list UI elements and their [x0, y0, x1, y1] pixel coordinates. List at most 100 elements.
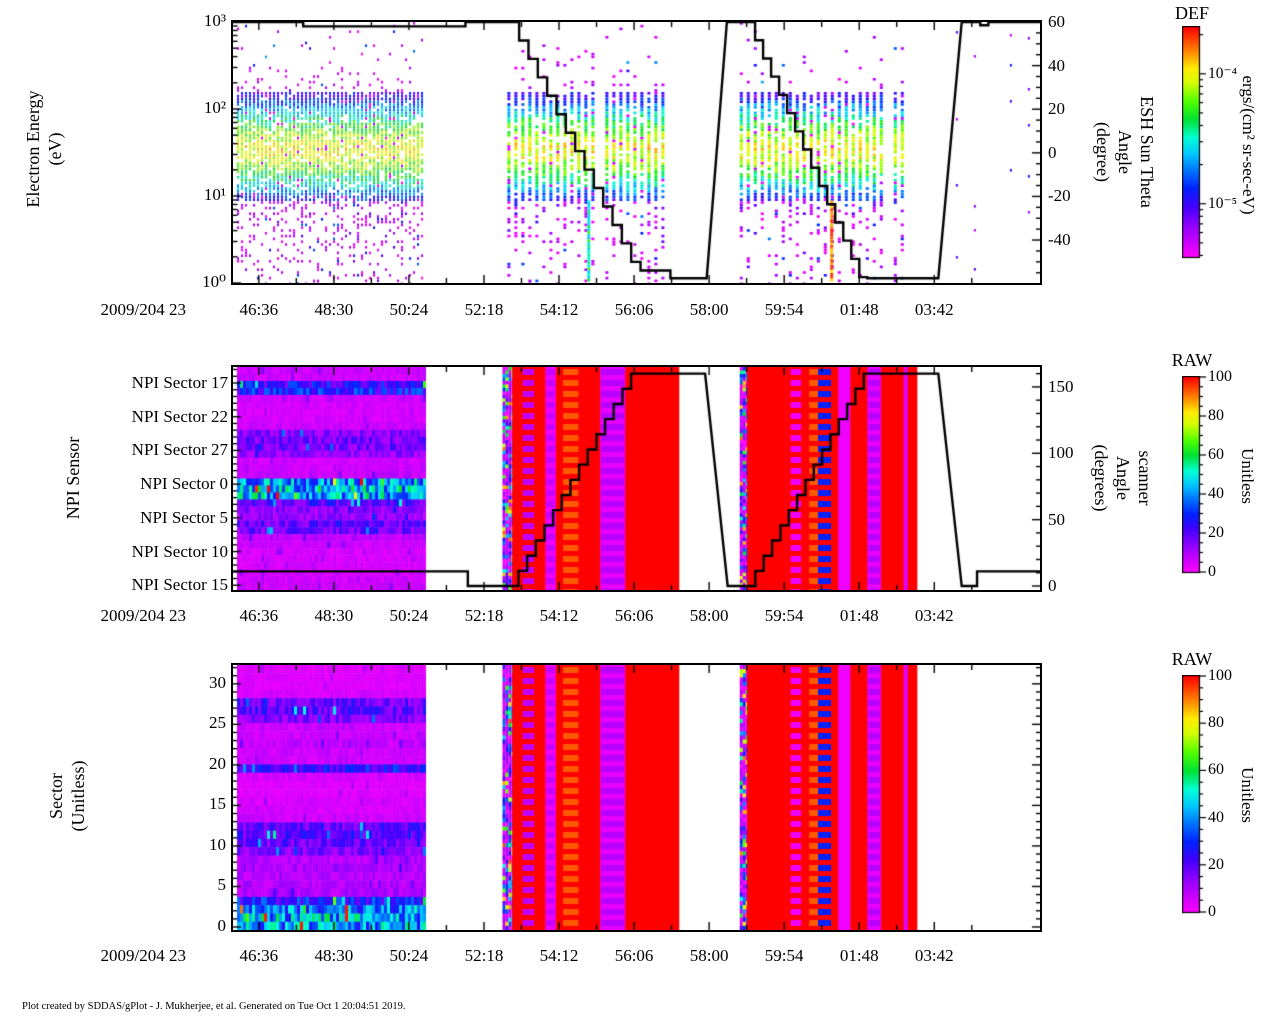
- x-tick-label: 58:00: [689, 300, 729, 319]
- colorbar-tick-label: 100: [1208, 667, 1232, 684]
- x-tick-label: 46:36: [239, 300, 279, 319]
- x-tick-label: 54:12: [539, 606, 579, 625]
- colorbar-tick-label: 100: [1208, 368, 1232, 385]
- right-tick-label: 100: [1048, 443, 1074, 463]
- axis-label-line: (eV): [45, 132, 65, 166]
- right-tick-label: -20: [1048, 186, 1071, 206]
- def-colorbar: [1182, 26, 1210, 260]
- x-tick-label: 52:18: [464, 300, 504, 319]
- y-tick-label: NPI Sector 15: [131, 575, 228, 595]
- axis-label-line: (degrees): [1091, 444, 1111, 512]
- x-tick-label: 56:06: [614, 300, 654, 319]
- right-tick-label: 0: [1048, 576, 1057, 596]
- x-tick-label: 46:36: [239, 946, 279, 965]
- x-tick-label: 58:00: [689, 946, 729, 965]
- y-tick-label: 0: [217, 916, 227, 935]
- y-tick-label: 10: [209, 834, 226, 854]
- def-colorbar-title: DEF: [1174, 3, 1209, 23]
- axis-label-line: Sector: [46, 773, 66, 819]
- sector-axis-label: Sector (Unitless): [45, 696, 89, 896]
- axis-label-line: Electron Energy: [23, 90, 43, 208]
- x-tick-label: 46:36: [239, 606, 279, 625]
- y-tick-label: NPI Sector 5: [140, 507, 228, 527]
- panel-npi-sensor: [231, 365, 1042, 592]
- x-tick-label: 56:06: [614, 946, 654, 965]
- right-tick-label: 50: [1048, 509, 1065, 529]
- right-tick-label: 150: [1048, 376, 1074, 396]
- axis-label-line: (Unitless): [68, 760, 88, 832]
- panel-sector: [231, 663, 1042, 932]
- raw-colorbar-unit-label-sector: Unitless: [1238, 767, 1257, 823]
- x-tick-label: 59:54: [764, 606, 804, 625]
- x-tick-label: 54:12: [539, 300, 579, 319]
- y-tick-label: 10⁰: [202, 272, 226, 291]
- panel-electron-energy: [231, 20, 1042, 285]
- y-tick-label: 15: [209, 794, 226, 814]
- x-tick-label: 48:30: [314, 606, 354, 625]
- raw-colorbar-unit-label-npi: Unitless: [1238, 448, 1257, 504]
- x-tick-label: 52:18: [464, 606, 504, 625]
- colorbar-tick-label: 20: [1208, 855, 1224, 873]
- right-tick-label: 0: [1048, 142, 1057, 162]
- x-tick-label: 54:12: [539, 946, 579, 965]
- raw-colorbar-npi: [1182, 376, 1210, 575]
- x-tick-label: 50:24: [389, 946, 429, 965]
- colorbar-tick-label: 80: [1208, 714, 1224, 732]
- x-tick-label: 59:54: [764, 946, 804, 965]
- x-tick-label: 03:42: [914, 606, 954, 625]
- y-tick-label: NPI Sector 22: [131, 406, 228, 426]
- colorbar-tick-label: 0: [1208, 903, 1216, 920]
- x-tick-label: 52:18: [464, 946, 504, 965]
- colorbar-tick-label: 10⁻⁵: [1208, 195, 1238, 213]
- axis-label-line: ESH Sun Theta: [1137, 96, 1157, 208]
- right-tick-label: 40: [1048, 55, 1065, 75]
- colorbar-tick-label: 40: [1208, 808, 1224, 826]
- date-label-panel-2: 2009/204 23: [100, 606, 186, 625]
- x-tick-label: 50:24: [389, 300, 429, 319]
- right-tick-label: -40: [1048, 230, 1071, 250]
- x-tick-label: 01:48: [839, 946, 879, 965]
- x-tick-label: 50:24: [389, 606, 429, 625]
- footer-credit: Plot created by SDDAS/gPlot - J. Mukherj…: [22, 1001, 406, 1012]
- x-tick-label: 56:06: [614, 606, 654, 625]
- y-tick-label: 20: [209, 753, 226, 773]
- electron-energy-axis-label: Electron Energy (eV): [22, 0, 66, 299]
- date-label-panel-3: 2009/204 23: [100, 946, 186, 965]
- electron-energy-spectrogram-canvas: [233, 22, 1040, 283]
- y-tick-label: NPI Sector 10: [131, 541, 228, 561]
- colorbar-tick-label: 0: [1208, 563, 1216, 580]
- npi-sensor-axis-label: NPI Sensor: [62, 378, 84, 578]
- x-tick-label: 48:30: [314, 946, 354, 965]
- x-tick-label: 01:48: [839, 300, 879, 319]
- right-tick-label: 20: [1048, 99, 1065, 119]
- y-tick-label: 10²: [203, 98, 226, 117]
- raw-colorbar-sector: [1182, 675, 1210, 915]
- right-tick-label: 60: [1048, 12, 1065, 31]
- colorbar-tick-label: 60: [1208, 446, 1224, 463]
- y-tick-label: 30: [209, 672, 226, 692]
- x-tick-label: 03:42: [914, 946, 954, 965]
- y-tick-label: NPI Sector 17: [131, 373, 228, 392]
- sector-spectrogram-canvas: [233, 665, 1040, 930]
- x-tick-label: 59:54: [764, 300, 804, 319]
- colorbar-tick-label: 60: [1208, 761, 1224, 779]
- x-tick-label: 03:42: [914, 300, 954, 319]
- scanner-angle-axis-label: scanner Angle (degrees): [1090, 378, 1156, 578]
- raw-colorbar-title-sector: RAW: [1171, 649, 1213, 669]
- axis-label-line: NPI Sensor: [63, 436, 83, 520]
- axis-label-line: Angle: [1113, 456, 1133, 500]
- axis-label-line: scanner: [1135, 450, 1155, 506]
- colorbar-tick-label: 40: [1208, 485, 1224, 502]
- y-tick-label: NPI Sector 0: [140, 474, 228, 494]
- colorbar-tick-label: 80: [1208, 407, 1224, 424]
- y-tick-label: 10¹: [203, 185, 226, 204]
- y-tick-label: 5: [217, 875, 227, 895]
- x-tick-label: 58:00: [689, 606, 729, 625]
- npi-sensor-spectrogram-canvas: [233, 367, 1040, 590]
- raw-colorbar-title-npi: RAW: [1171, 350, 1213, 370]
- y-tick-label: 10³: [203, 11, 226, 30]
- x-tick-label: 01:48: [839, 606, 879, 625]
- y-tick-label: NPI Sector 27: [131, 440, 228, 460]
- x-tick-label: 48:30: [314, 300, 354, 319]
